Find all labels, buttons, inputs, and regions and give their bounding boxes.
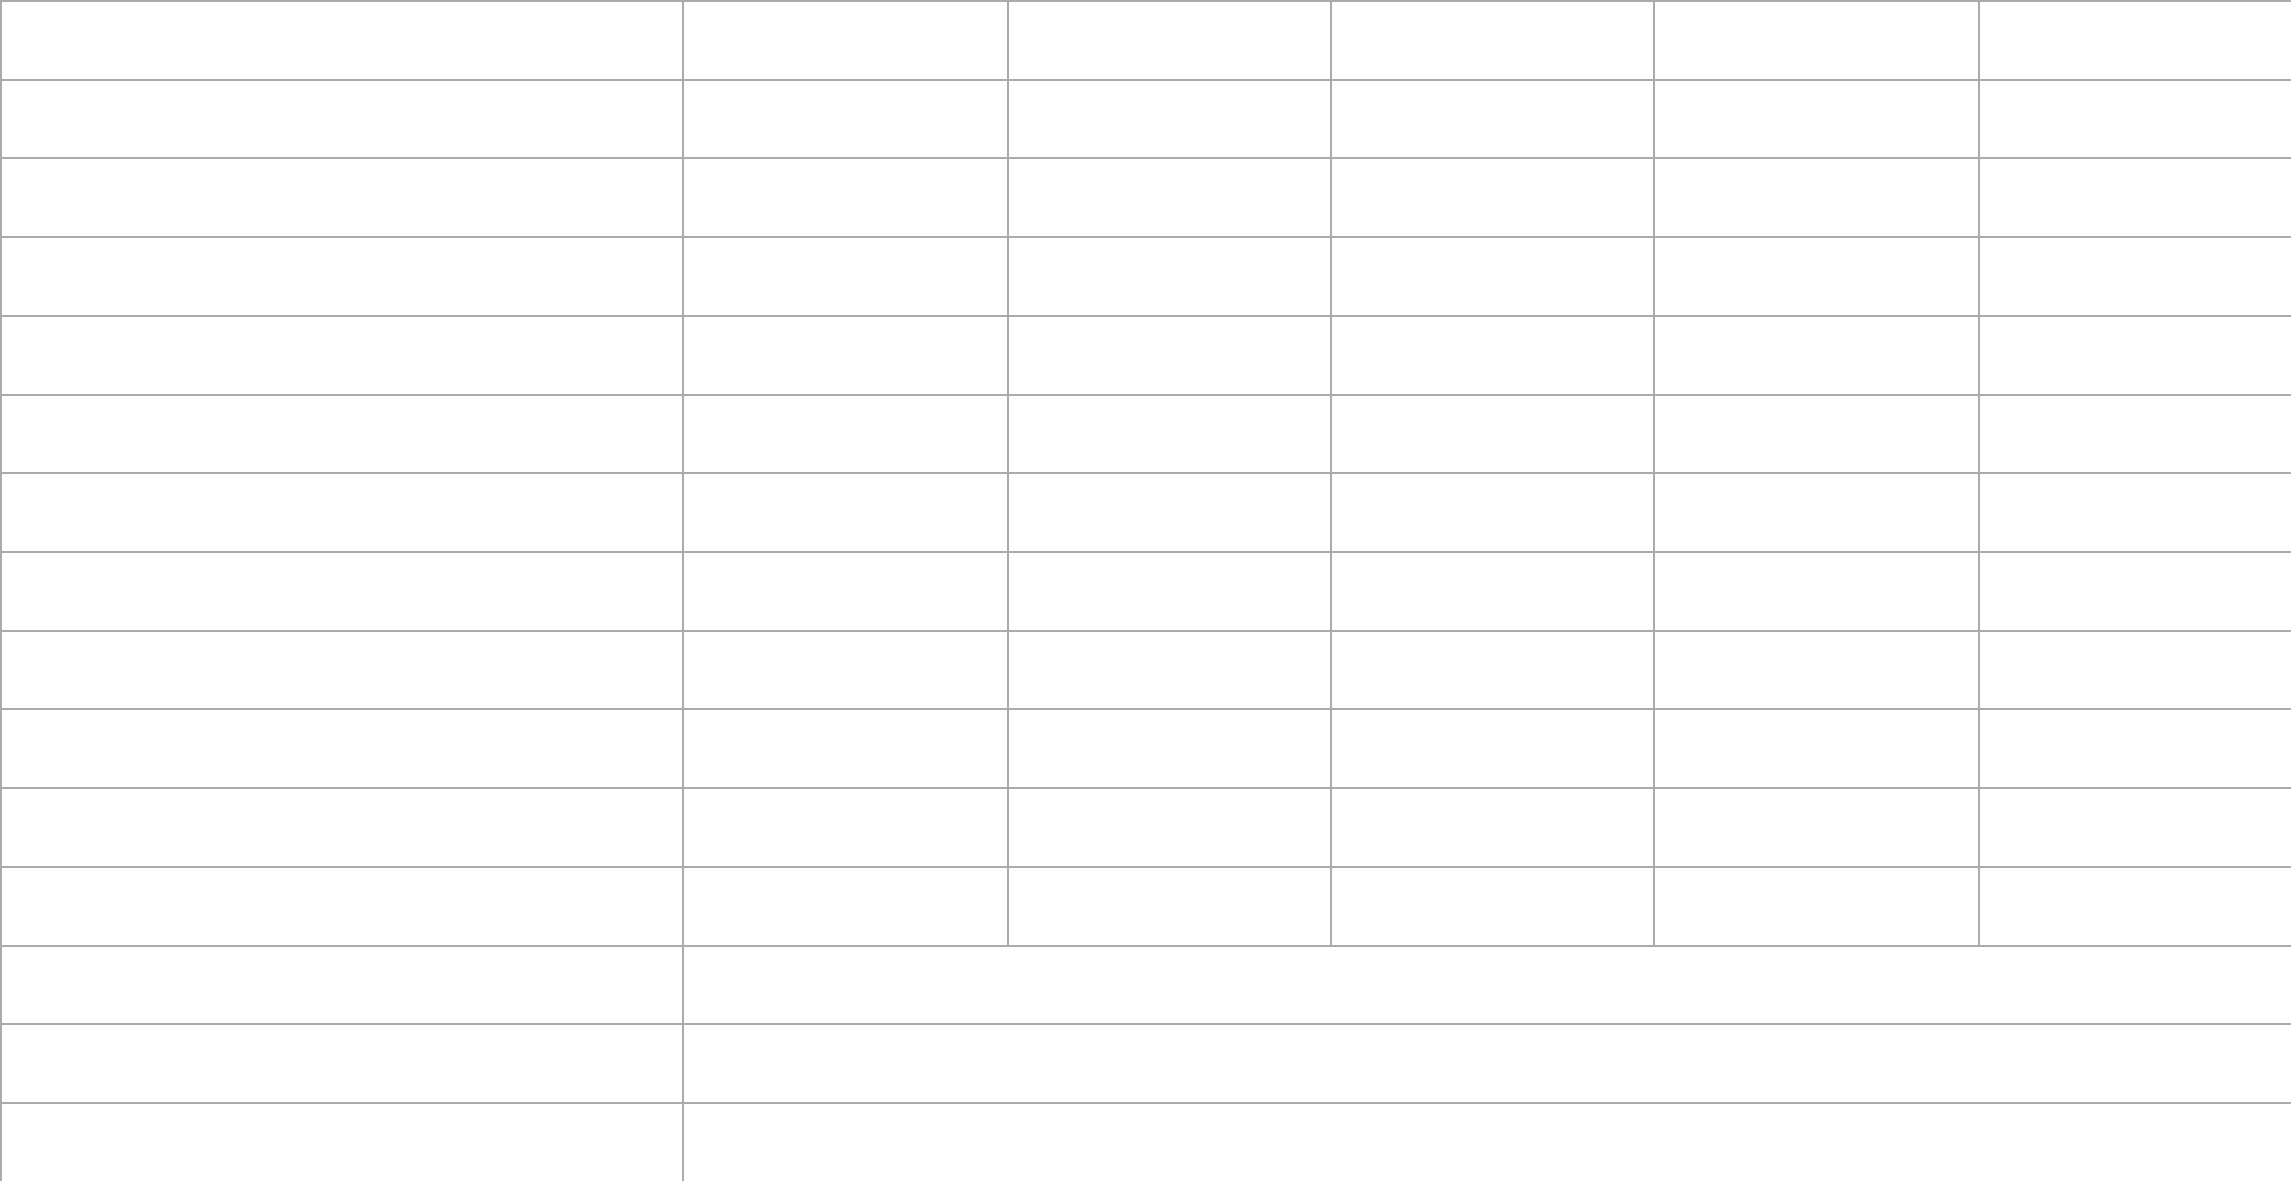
table-cell[interactable] — [1330, 314, 1655, 396]
table-cell[interactable] — [1007, 629, 1332, 711]
table-row — [0, 1023, 2291, 1105]
table-cell[interactable] — [1007, 236, 1332, 317]
table-cell[interactable] — [682, 551, 1009, 632]
table-row — [0, 865, 2291, 947]
table-cell[interactable] — [682, 944, 2291, 1026]
table-row — [0, 0, 2291, 81]
table-cell[interactable] — [1653, 236, 1980, 317]
table-cell[interactable] — [682, 472, 1009, 554]
table-cell[interactable] — [0, 393, 684, 475]
table-cell[interactable] — [682, 1023, 2291, 1105]
table-row — [0, 787, 2291, 868]
table-row — [0, 78, 2291, 160]
table-cell[interactable] — [1653, 787, 1980, 868]
table-cell[interactable] — [1330, 393, 1655, 475]
table-cell[interactable] — [0, 1102, 684, 1181]
table-cell[interactable] — [1330, 157, 1655, 239]
table-cell[interactable] — [1653, 708, 1980, 790]
table-row — [0, 551, 2291, 632]
table-cell[interactable] — [0, 236, 684, 317]
table-cell[interactable] — [1653, 629, 1980, 711]
table-cell[interactable] — [1007, 472, 1332, 554]
table-cell[interactable] — [0, 472, 684, 554]
table-cell[interactable] — [1978, 0, 2291, 81]
table-cell[interactable] — [0, 865, 684, 947]
table-cell[interactable] — [1007, 787, 1332, 868]
table-cell[interactable] — [1007, 314, 1332, 396]
table-cell[interactable] — [1330, 708, 1655, 790]
table-cell[interactable] — [0, 78, 684, 160]
table-cell[interactable] — [682, 393, 1009, 475]
table-cell[interactable] — [1653, 0, 1980, 81]
table-cell[interactable] — [1978, 157, 2291, 239]
table-cell[interactable] — [1978, 865, 2291, 947]
table-cell[interactable] — [682, 629, 1009, 711]
table-cell[interactable] — [1653, 78, 1980, 160]
table-row — [0, 708, 2291, 790]
table-cell[interactable] — [0, 787, 684, 868]
table-cell[interactable] — [0, 0, 684, 81]
table-cell[interactable] — [1330, 787, 1655, 868]
table-cell[interactable] — [1653, 157, 1980, 239]
table-row — [0, 314, 2291, 396]
table-cell[interactable] — [0, 157, 684, 239]
table-cell[interactable] — [682, 0, 1009, 81]
table-cell[interactable] — [1330, 0, 1655, 81]
table-cell[interactable] — [1978, 393, 2291, 475]
table-cell[interactable] — [1978, 314, 2291, 396]
table-cell[interactable] — [1330, 865, 1655, 947]
table-row — [0, 157, 2291, 239]
table-cell[interactable] — [1330, 629, 1655, 711]
table-cell[interactable] — [0, 314, 684, 396]
table-cell[interactable] — [1007, 157, 1332, 239]
table-cell[interactable] — [0, 551, 684, 632]
table-cell[interactable] — [682, 708, 1009, 790]
table-cell[interactable] — [682, 865, 1009, 947]
table-cell[interactable] — [0, 1023, 684, 1105]
table-cell[interactable] — [1978, 787, 2291, 868]
table-cell[interactable] — [1978, 472, 2291, 554]
table-row — [0, 393, 2291, 475]
table-cell[interactable] — [1007, 865, 1332, 947]
table-cell[interactable] — [682, 157, 1009, 239]
table-cell[interactable] — [682, 236, 1009, 317]
table-cell[interactable] — [1653, 314, 1980, 396]
table-cell[interactable] — [1330, 551, 1655, 632]
table-cell[interactable] — [682, 787, 1009, 868]
table-row — [0, 629, 2291, 711]
table-cell[interactable] — [1978, 629, 2291, 711]
table-cell[interactable] — [1653, 551, 1980, 632]
table-row — [0, 944, 2291, 1026]
table-cell[interactable] — [1007, 551, 1332, 632]
table-cell[interactable] — [682, 78, 1009, 160]
table-cell[interactable] — [1653, 865, 1980, 947]
table-cell[interactable] — [682, 314, 1009, 396]
table-cell[interactable] — [1007, 0, 1332, 81]
table-cell[interactable] — [1330, 78, 1655, 160]
table-cell[interactable] — [0, 708, 684, 790]
table-cell[interactable] — [1978, 551, 2291, 632]
table-cell[interactable] — [1653, 393, 1980, 475]
table-cell[interactable] — [0, 629, 684, 711]
table-cell[interactable] — [1978, 78, 2291, 160]
table-cell[interactable] — [1007, 393, 1332, 475]
table-cell[interactable] — [1007, 78, 1332, 160]
table-row — [0, 472, 2291, 554]
table-cell[interactable] — [1330, 472, 1655, 554]
table-cell[interactable] — [1653, 472, 1980, 554]
table-cell[interactable] — [0, 944, 684, 1026]
table-cell[interactable] — [1978, 708, 2291, 790]
table-cell[interactable] — [1330, 236, 1655, 317]
table-cell[interactable] — [1007, 708, 1332, 790]
table-cell[interactable] — [682, 1102, 2291, 1181]
table-row — [0, 236, 2291, 317]
table-cell[interactable] — [1978, 236, 2291, 317]
table-row — [0, 1102, 2291, 1181]
